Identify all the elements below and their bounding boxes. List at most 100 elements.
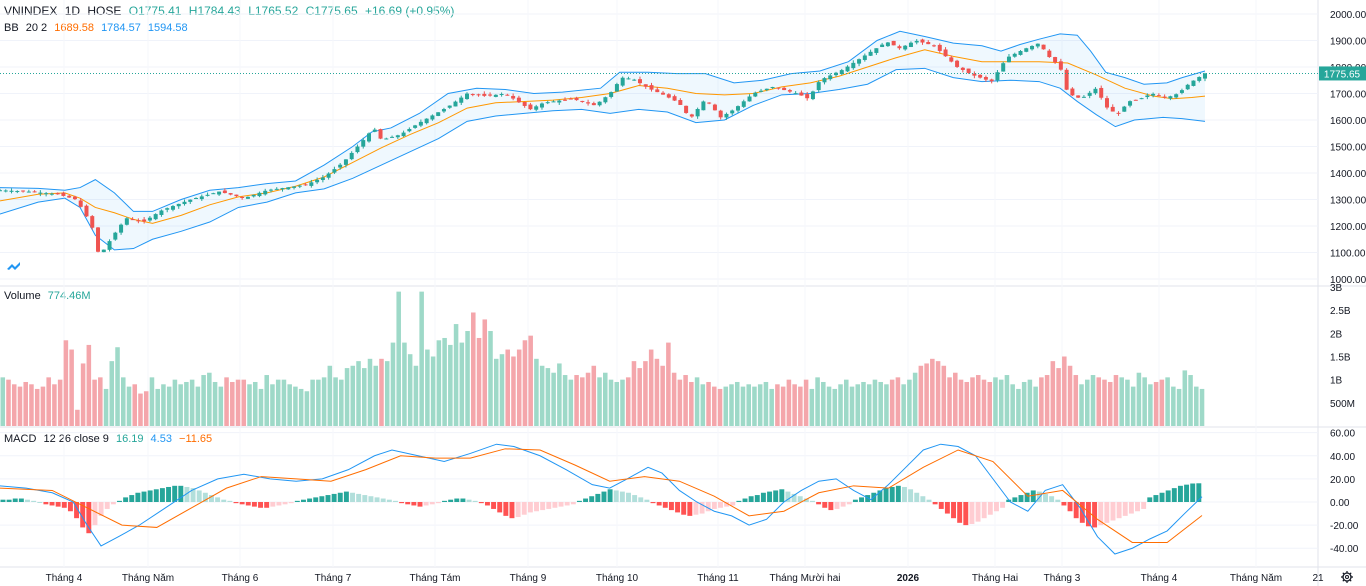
macd-hist-bar [883,488,889,502]
candle-body [176,203,181,207]
bb-lower-line [0,67,1206,251]
candle-body [315,179,320,183]
macd-hist-bar [190,488,196,502]
bb-upper-line [0,30,1206,212]
candle-body [770,86,775,88]
volume-bar [901,384,906,426]
macd-hist-bar [478,502,484,504]
macd-hist-bar [460,498,466,502]
volume-bar [958,379,964,426]
time-tick-label: Tháng Hai [972,573,1018,584]
macd-hist-bar [153,489,159,502]
candle-body [908,42,913,47]
macd-hist-bar [791,493,797,502]
macd-hist-bar [773,490,779,502]
candle-body [701,101,706,111]
volume-bar [264,375,269,426]
candle-body [199,196,204,200]
volume-bar [603,372,608,426]
volume-bar [539,365,545,426]
time-tick-label: 2026 [897,573,920,584]
volume-bar [1125,379,1130,426]
candle-body [194,198,199,200]
candle-body [384,138,389,140]
macd-legend[interactable]: MACD 12 26 close 9 16.19 4.53 −11.65 [4,433,216,445]
time-tick-label: Tháng Mười hai [769,573,840,584]
volume-bar [798,386,803,426]
macd-hist-bar [742,498,748,502]
candle-body [885,42,890,47]
candle-body [355,146,360,153]
candle-body [943,49,948,57]
macd-hist-bar [49,502,55,506]
volume-legend[interactable]: Volume 774.46M [4,290,95,302]
macd-hist-bar [411,502,417,506]
volume-bar [212,381,218,426]
volume-bar [666,342,671,426]
candle-body [574,97,579,101]
macd-hist-bar [963,502,969,526]
candle-body [557,100,562,103]
volume-bar [442,337,447,426]
macd-hist-bar [975,502,981,522]
volume-bar [780,386,786,426]
macd-tick-label: 20.00 [1330,475,1355,486]
candle-body [753,92,758,97]
volume-bar [298,388,304,426]
volume-bar [493,358,499,426]
volume-bar [832,388,838,426]
volume-bar [350,365,356,426]
macd-hist-bar [1165,490,1171,502]
volume-bar [809,388,815,426]
volume-bar [1188,375,1193,426]
candle-body [880,44,885,48]
volume-bar [6,379,11,426]
volume-bar [1062,356,1067,426]
macd-hist-bar [816,502,822,505]
candle-body [1168,96,1173,99]
macd-hist-bar [1122,502,1128,516]
volume-bar [465,331,470,426]
volume-bar [362,368,367,426]
candle-body [124,218,129,225]
macd-hist-bar [589,496,595,502]
volume-bar [637,368,642,426]
macd-hist-bar [675,502,681,513]
volume-bar [63,340,69,426]
volume-bar [1090,375,1096,426]
macd-hist-bar [392,500,398,502]
volume-bar [757,384,763,426]
candle-body [453,101,458,107]
macd-hist-bar [276,502,282,506]
bb-fill [0,31,1205,250]
volume-bar [620,379,625,426]
volume-bar [34,388,40,426]
bb-legend[interactable]: BB 20 2 1689.58 1784.57 1594.58 [4,22,192,34]
volume-name: Volume [4,290,41,302]
candle-body [320,177,325,181]
volume-bar [1182,370,1188,426]
macd-hist-bar [350,492,355,502]
candle-body [637,79,642,84]
volume-bar [1039,377,1044,426]
macd-hist-bar [294,500,300,502]
volume-bar [614,381,620,426]
macd-hist-bar [822,502,828,508]
macd-panel [0,443,1203,555]
volume-bar [878,381,883,426]
candle-body [459,97,464,103]
macd-hist-bar [681,502,687,515]
tradingview-logo-icon[interactable] [4,256,24,276]
settings-gear-icon[interactable] [1340,570,1354,584]
volume-bar [258,388,264,426]
candle-body [1053,57,1058,63]
macd-hist-bar [92,502,98,526]
candle-body [21,190,26,192]
macd-hist-bar [583,498,589,502]
candle-body [332,169,337,173]
macd-signal-line [0,448,1203,543]
candle-body [655,89,660,93]
volume-bar [436,340,442,426]
macd-hist-bar [1147,497,1153,502]
